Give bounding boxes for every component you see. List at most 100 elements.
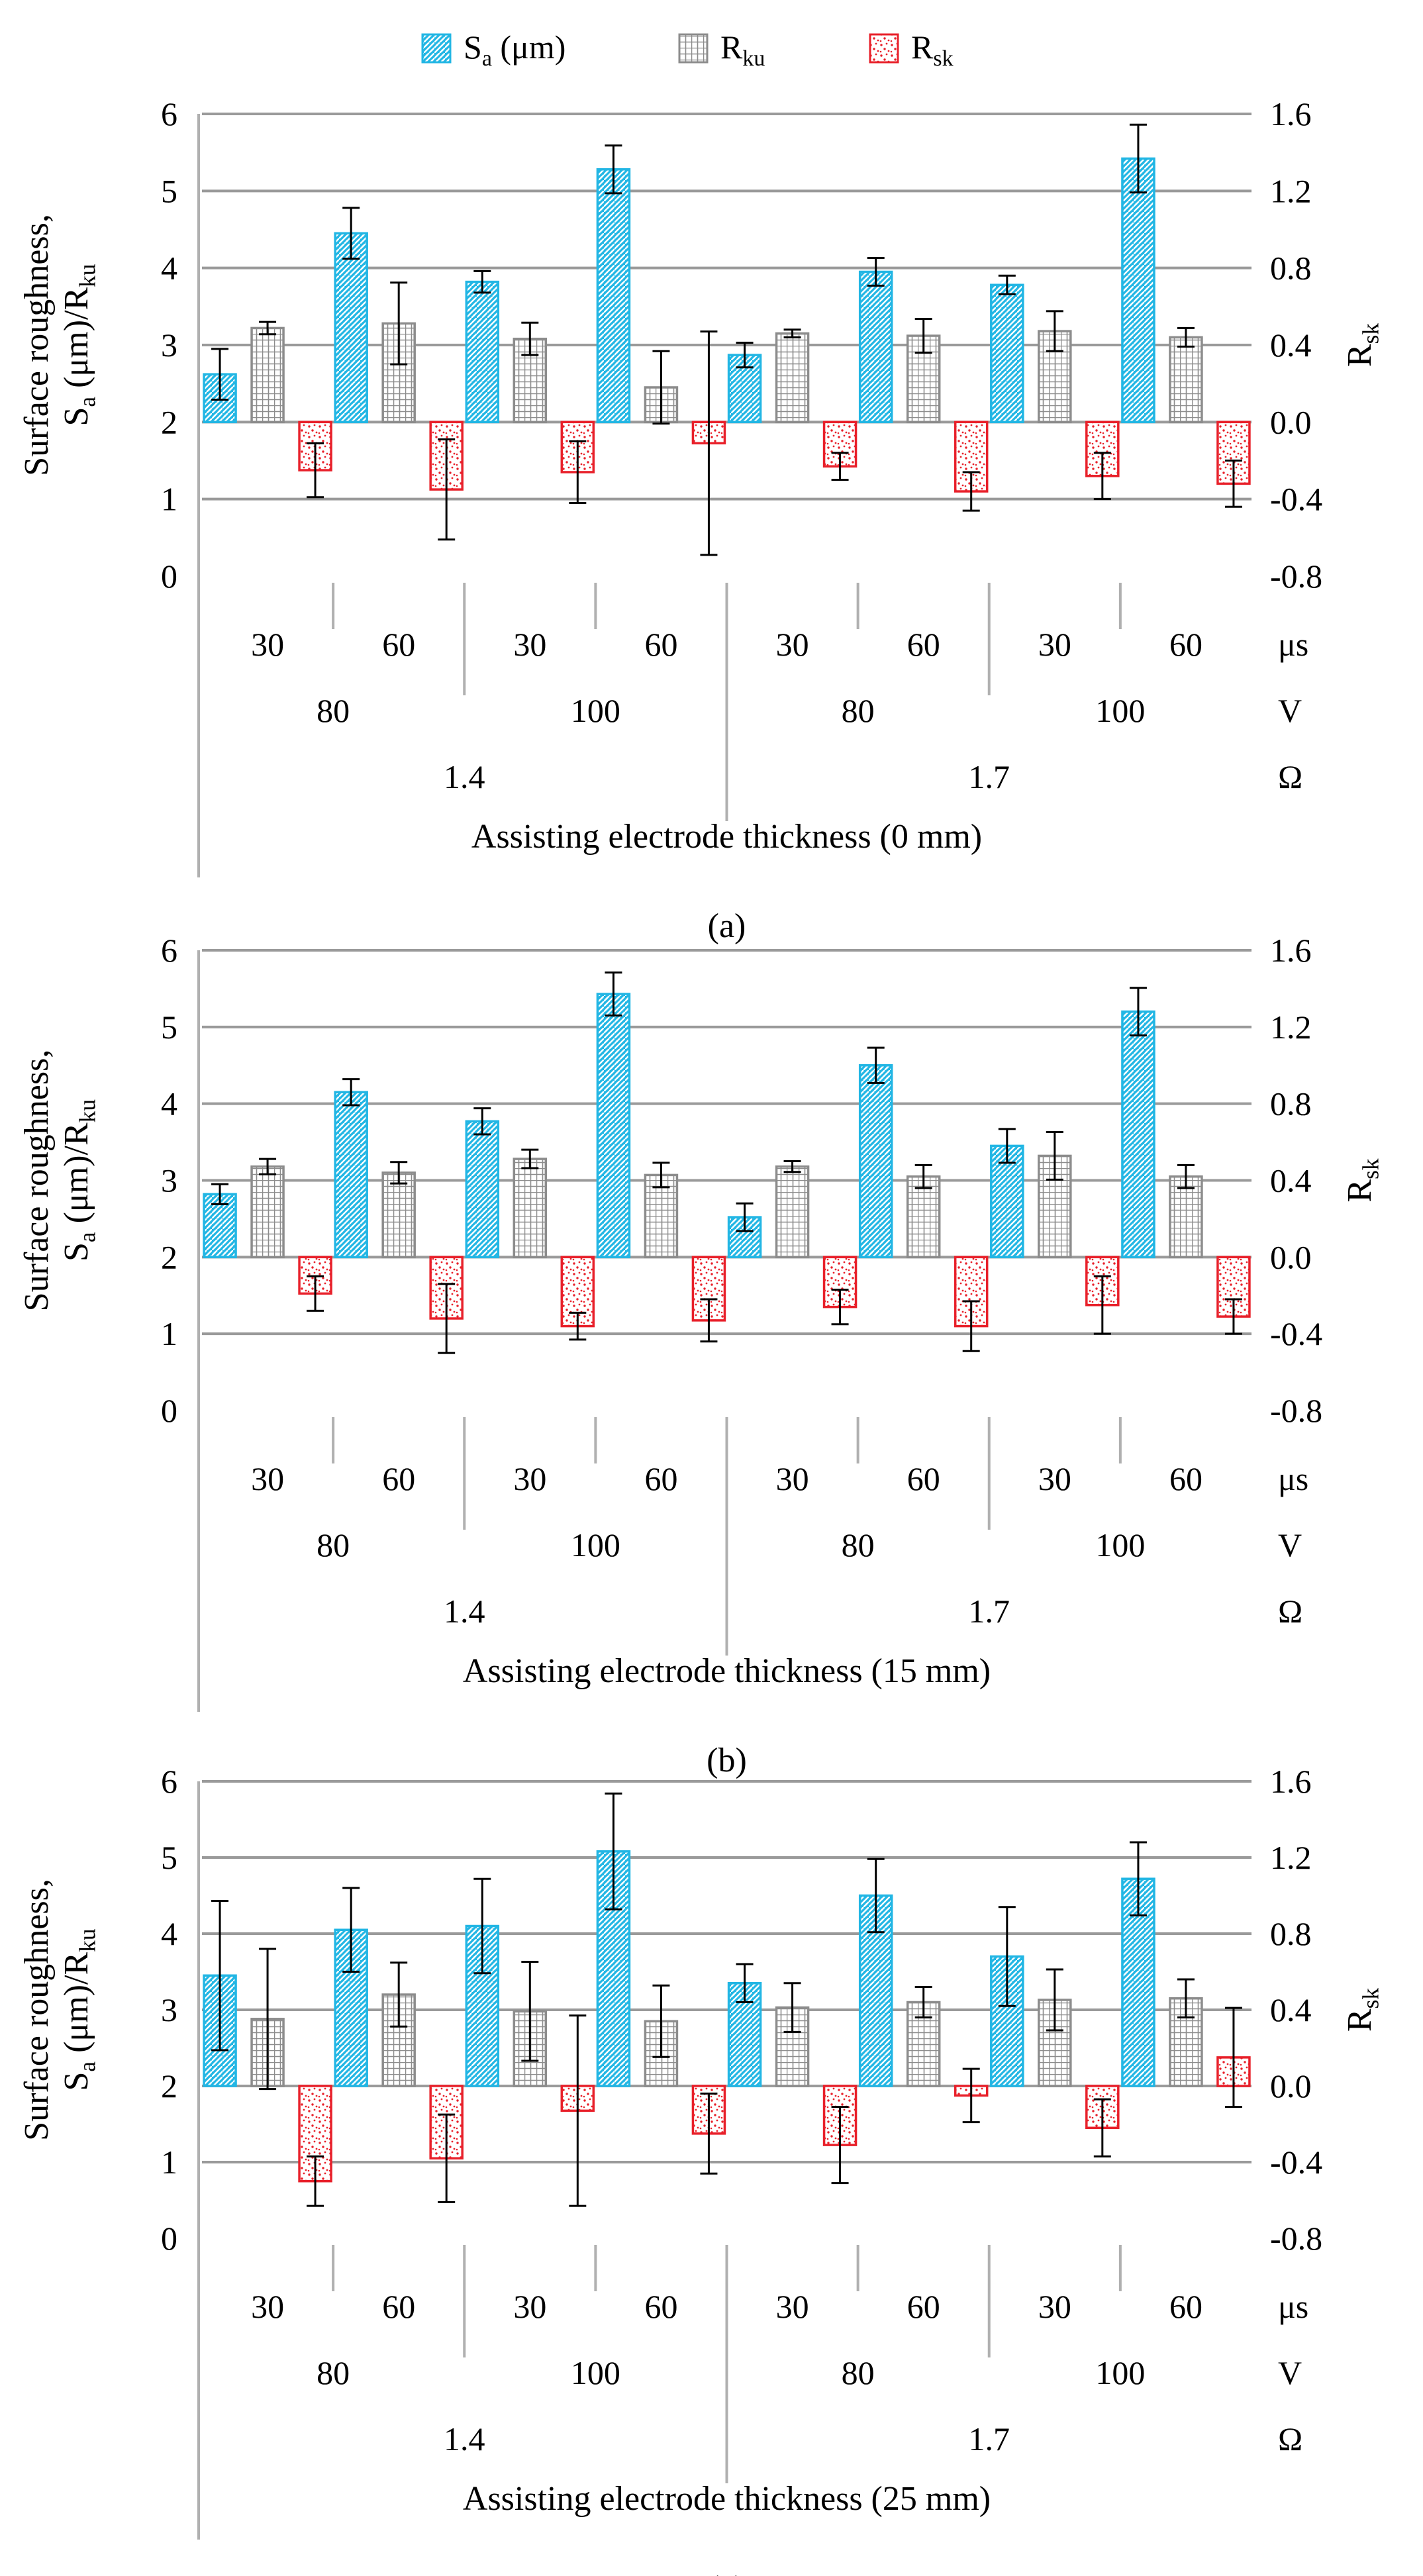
legend-label-sa: Sa (μm) [464, 28, 565, 71]
category-label-pulse: 30 [1038, 626, 1071, 663]
y-axis-title-line1: Surface roughness, [18, 1879, 56, 2141]
legend-item-rku: Rku [678, 28, 765, 71]
legend-swatch-rsk [869, 33, 899, 64]
bar-sa [1121, 157, 1155, 424]
x-axis-title: Assisting electrode thickness (0 mm) [471, 818, 982, 856]
category-label-resistance: 1.7 [969, 758, 1010, 795]
category-label-voltage: 80 [317, 2354, 350, 2391]
bar-rku [906, 1175, 941, 1259]
bar-sa [465, 280, 500, 424]
y-tick-label: 5 [161, 1009, 177, 1046]
y-tick-label: 2 [161, 1238, 177, 1275]
y-tick-label: 0 [161, 2220, 177, 2257]
y-tick-label: 5 [161, 172, 177, 209]
bar-rku [513, 1158, 548, 1259]
category-label-pulse: 60 [644, 2288, 677, 2325]
y2-tick-label: 1.2 [1270, 1839, 1312, 1876]
y2-tick-label: 0.4 [1270, 1991, 1312, 2028]
y2-tick-label: 0.4 [1270, 326, 1312, 364]
y-axis-title-line1: Surface roughness, [18, 1050, 56, 1312]
y-axis-title-line2: Sa (μm)/Rku [58, 1928, 100, 2091]
category-label-voltage: 100 [571, 2354, 620, 2391]
category-label-pulse: 60 [382, 2288, 415, 2325]
legend: Sa (μm) Rku Rsk [421, 28, 954, 71]
category-label-voltage: 100 [1095, 1526, 1145, 1563]
unit-label-us: μs [1278, 626, 1308, 663]
chart-panels: 0 1 2 3 4 5 6 -0.8 -0.4 0.0 0.4 0.8 1.2 1.6 Surface ro… [18, 95, 1383, 2576]
category-label-voltage: 100 [571, 1526, 620, 1563]
y2-tick-label: 1.2 [1270, 172, 1312, 209]
y-tick-label: 3 [161, 1991, 177, 2028]
legend-item-rsk: Rsk [869, 28, 954, 71]
y2-tick-label: -0.8 [1270, 558, 1322, 595]
category-label-voltage: 80 [842, 1526, 875, 1563]
legend-item-sa: Sa (μm) [421, 28, 565, 71]
unit-label-v: V [1278, 692, 1302, 729]
bar-rku [644, 1173, 679, 1259]
x-axis-title: Assisting electrode thickness (25 mm) [463, 2480, 991, 2518]
y-tick-label: 3 [161, 1162, 177, 1199]
category-label-pulse: 30 [251, 1460, 284, 1497]
y2-tick-label: 1.2 [1270, 1009, 1312, 1046]
unit-label-ohm: Ω [1278, 1593, 1302, 1630]
y-axis-title-line2: Sa (μm)/Rku [58, 1099, 100, 1262]
category-label-voltage: 80 [842, 692, 875, 729]
category-label-pulse: 60 [1169, 2288, 1202, 2325]
y2-tick-label: -0.4 [1270, 2144, 1322, 2181]
y-tick-label: 2 [161, 403, 177, 440]
category-label-voltage: 100 [1095, 2354, 1145, 2391]
category-label-voltage: 100 [571, 692, 620, 729]
y-tick-label: 2 [161, 2067, 177, 2105]
chart-panel-b: 0 1 2 3 4 5 6 -0.8 -0.4 0.0 0.4 0.8 1.2 1.6 Surface ro… [18, 932, 1383, 1779]
category-label-pulse: 60 [907, 2288, 940, 2325]
category-label-pulse: 30 [251, 2288, 284, 2325]
y2-tick-label: 0.0 [1270, 1238, 1312, 1275]
category-label-pulse: 60 [644, 1460, 677, 1497]
category-label-pulse: 30 [1038, 2288, 1071, 2325]
y2-tick-label: 0.4 [1270, 1162, 1312, 1199]
category-label-pulse: 30 [251, 626, 284, 663]
chart-panel-a: 0 1 2 3 4 5 6 -0.8 -0.4 0.0 0.4 0.8 1.2 1.6 Surface ro… [18, 95, 1383, 945]
legend-label-rku: Rku [720, 28, 765, 71]
bar-rku [775, 1165, 810, 1259]
category-label-pulse: 30 [776, 626, 809, 663]
y-tick-label: 6 [161, 95, 177, 132]
category-label-pulse: 60 [1169, 626, 1202, 663]
x-axis-title: Assisting electrode thickness (15 mm) [463, 1652, 991, 1690]
chart-panel-c: 0 1 2 3 4 5 6 -0.8 -0.4 0.0 0.4 0.8 1.2 1.6 Surface ro… [18, 1763, 1383, 2576]
y2-tick-label: -0.8 [1270, 2220, 1322, 2257]
category-label-resistance: 1.7 [969, 2420, 1010, 2457]
y-tick-label: 1 [161, 1315, 177, 1352]
category-label-pulse: 30 [776, 2288, 809, 2325]
y-tick-label: 5 [161, 1839, 177, 1876]
y-tick-label: 1 [161, 481, 177, 518]
y2-tick-label: -0.4 [1270, 1315, 1322, 1352]
y2-tick-label: -0.4 [1270, 481, 1322, 518]
category-label-pulse: 60 [1169, 1460, 1202, 1497]
y-tick-label: 1 [161, 2144, 177, 2181]
y-tick-label: 4 [161, 250, 177, 287]
y2-tick-label: 0.8 [1270, 1085, 1312, 1122]
panel-label: (a) [708, 907, 746, 945]
category-label-pulse: 30 [776, 1460, 809, 1497]
category-label-pulse: 30 [513, 1460, 546, 1497]
category-label-pulse: 60 [382, 1460, 415, 1497]
bar-rku [775, 332, 810, 424]
bar-sa [334, 232, 368, 424]
legend-swatch-sa [421, 33, 452, 64]
unit-label-us: μs [1278, 2288, 1308, 2325]
bar-rku [381, 1171, 416, 1259]
bar-rsk [1085, 421, 1120, 477]
category-label-pulse: 30 [513, 626, 546, 663]
y2-tick-label: 0.8 [1270, 1915, 1312, 1952]
bar-sa [858, 1064, 893, 1259]
category-label-voltage: 80 [317, 692, 350, 729]
unit-label-v: V [1278, 1526, 1302, 1563]
y-tick-label: 0 [161, 558, 177, 595]
unit-label-ohm: Ω [1278, 2420, 1302, 2457]
y-tick-label: 4 [161, 1915, 177, 1952]
y2-tick-label: 1.6 [1270, 1763, 1312, 1800]
unit-label-v: V [1278, 2354, 1302, 2391]
bar-rku [250, 1165, 285, 1259]
